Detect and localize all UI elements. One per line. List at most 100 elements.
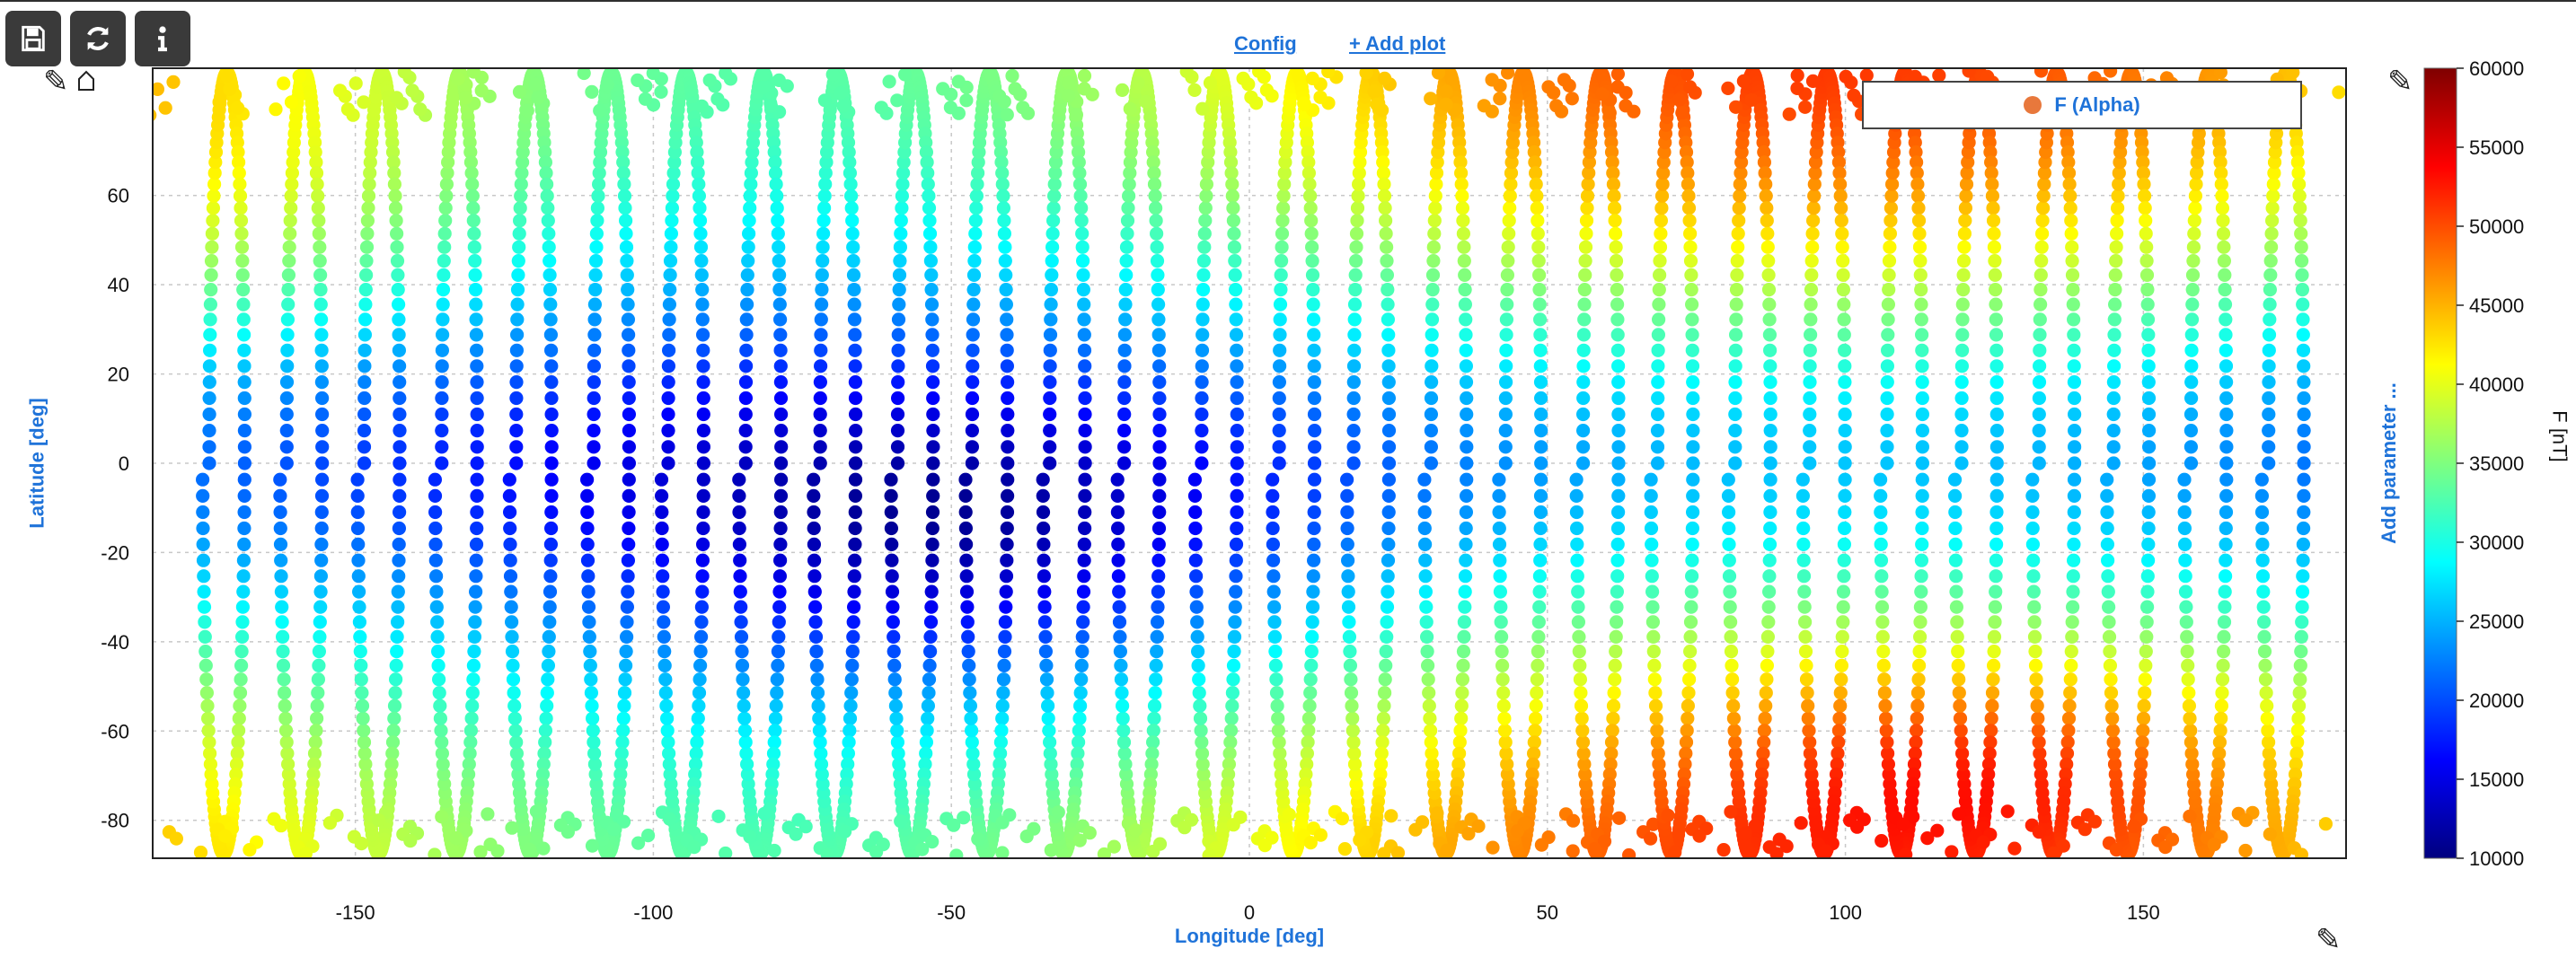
data-point (1910, 711, 1924, 725)
data-point (1836, 268, 1850, 282)
data-point (1838, 488, 1852, 504)
data-point (308, 145, 322, 160)
data-point (363, 166, 377, 180)
data-point (1381, 488, 1396, 504)
data-point (1651, 456, 1665, 470)
data-point (1875, 834, 1889, 848)
refresh-button[interactable] (70, 11, 126, 66)
save-button[interactable] (5, 11, 61, 66)
data-point (2107, 343, 2122, 357)
data-point (2254, 472, 2269, 487)
data-point (2185, 757, 2200, 771)
home-icon[interactable] (77, 70, 95, 92)
config-link[interactable]: Config (1234, 32, 1297, 55)
data-point (1645, 537, 1659, 552)
data-point (773, 391, 789, 406)
data-point (1268, 658, 1283, 673)
info-button[interactable] (135, 11, 190, 66)
data-point (846, 240, 860, 254)
data-point (2289, 757, 2303, 771)
data-point (333, 83, 348, 98)
x-axis-title[interactable]: Longitude [deg] (1174, 925, 1325, 947)
data-point (1345, 698, 1359, 713)
data-point (773, 553, 788, 567)
data-point (1273, 746, 1287, 760)
data-point (1272, 407, 1286, 422)
data-point (1610, 283, 1624, 297)
data-point (1112, 615, 1127, 629)
data-point (1945, 845, 1959, 858)
data-point (1148, 686, 1162, 700)
data-point (2216, 214, 2230, 228)
data-point (587, 407, 601, 422)
data-point (1306, 283, 1320, 297)
data-point (1000, 537, 1014, 552)
data-point (1649, 711, 1663, 725)
data-point (1150, 226, 1164, 241)
data-point (2135, 145, 2149, 160)
data-point (1879, 724, 1893, 738)
data-point (922, 686, 936, 700)
data-point (1832, 711, 1847, 725)
data-point (2292, 698, 2307, 713)
data-point (1492, 537, 1507, 552)
data-point (1424, 407, 1438, 422)
data-point (1341, 600, 1356, 614)
data-point (277, 672, 291, 687)
data-point (1910, 686, 1926, 700)
data-point (1069, 108, 1083, 122)
data-point (2033, 283, 2048, 297)
add-plot-link[interactable]: + Add plot (1349, 32, 1446, 55)
data-point (1804, 254, 1819, 268)
data-point (813, 391, 827, 406)
add-parameter-link[interactable]: Add parameter ... (2378, 382, 2400, 544)
legend[interactable]: F (Alpha) (1862, 81, 2302, 129)
data-point (1408, 822, 1423, 837)
data-point (1803, 343, 1817, 357)
data-point (616, 711, 631, 725)
data-point (2177, 521, 2192, 536)
pencil-icon[interactable]: ✎ (2387, 65, 2413, 99)
data-point (2254, 505, 2270, 520)
data-point (587, 757, 603, 771)
data-point (2217, 629, 2231, 645)
data-point (814, 746, 828, 760)
data-point (770, 201, 784, 215)
data-point (1494, 615, 1508, 629)
data-point (1833, 189, 1848, 203)
data-point (308, 735, 322, 750)
data-point (1959, 189, 1973, 203)
data-point (1685, 328, 1699, 342)
pencil-icon[interactable]: ✎ (43, 65, 69, 99)
data-point (920, 724, 934, 738)
data-point (313, 268, 328, 282)
data-point (278, 686, 292, 700)
data-point (433, 698, 447, 713)
data-point (503, 553, 517, 567)
data-point (1913, 615, 1928, 629)
data-point (1954, 724, 1968, 738)
data-point (1571, 600, 1585, 614)
data-point (887, 658, 902, 673)
data-point (1041, 698, 1055, 713)
data-point (924, 584, 939, 599)
data-point (1347, 328, 1362, 342)
data-point (1187, 488, 1203, 504)
data-point (2033, 746, 2047, 760)
data-point (2033, 68, 2049, 78)
data-point (397, 68, 411, 79)
x-tick-label: -100 (633, 901, 673, 924)
data-point (1306, 600, 1320, 614)
data-point (1197, 226, 1212, 241)
data-point (1914, 297, 1928, 312)
data-point (2186, 240, 2201, 254)
data-point (2179, 600, 2193, 614)
data-point (469, 297, 483, 312)
data-point (1984, 166, 1998, 180)
y-axis-title[interactable]: Latitude [deg] (26, 398, 49, 529)
data-point (313, 629, 327, 645)
data-point (435, 456, 449, 470)
data-point (1651, 375, 1665, 390)
data-point (1273, 328, 1287, 342)
